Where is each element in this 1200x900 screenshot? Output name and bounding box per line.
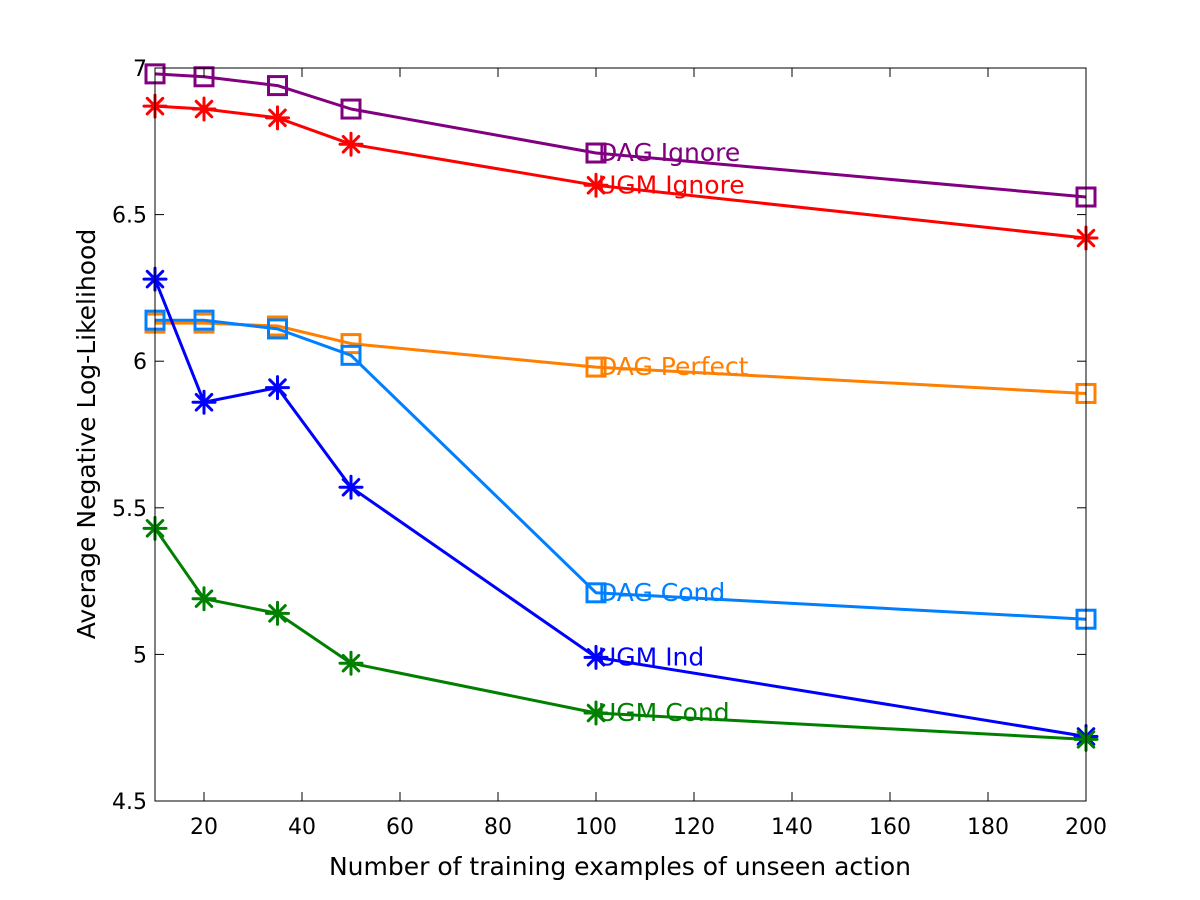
series-dag-cond bbox=[144, 309, 1097, 630]
series-line-ugm-cond bbox=[153, 527, 1087, 741]
data-point-ugm-ignore bbox=[265, 105, 290, 131]
x-tick-label: 20 bbox=[190, 815, 218, 840]
data-point-ugm-ignore bbox=[191, 96, 217, 122]
data-point-dag-ignore bbox=[267, 75, 288, 97]
x-axis-label: Number of training examples of unseen ac… bbox=[329, 852, 911, 881]
data-point-dag-perfect bbox=[585, 356, 607, 378]
series-line-ugm-ind bbox=[153, 278, 1087, 738]
x-tick-label: 140 bbox=[771, 815, 813, 840]
data-point-dag-cond bbox=[267, 318, 288, 340]
data-point-dag-cond bbox=[585, 582, 607, 604]
data-point-ugm-cond bbox=[191, 586, 217, 612]
x-tick-label: 80 bbox=[484, 815, 512, 840]
data-point-ugm-ignore bbox=[338, 131, 364, 157]
x-tick-label: 100 bbox=[575, 815, 617, 840]
data-point-ugm-ind bbox=[265, 375, 290, 401]
x-tick-label: 60 bbox=[386, 815, 414, 840]
x-tick-label: 120 bbox=[673, 815, 715, 840]
y-axis-label: Average Negative Log-Likelihood bbox=[72, 229, 101, 639]
x-tick-label: 40 bbox=[288, 815, 316, 840]
y-axis-ticks: 4.5 5 5.5 6 6.5 7 bbox=[112, 57, 1086, 815]
series-label-dag-perfect: DAG Perfect bbox=[598, 352, 749, 381]
data-point-dag-ignore bbox=[585, 142, 607, 164]
y-tick-label: 5.5 bbox=[112, 497, 147, 522]
series-label-ugm-ind: UGM Ind bbox=[598, 642, 704, 671]
y-tick-label: 7 bbox=[133, 57, 147, 82]
plot-area bbox=[155, 68, 1086, 801]
data-point-dag-cond bbox=[193, 309, 215, 331]
data-point-dag-ignore bbox=[340, 98, 362, 120]
y-tick-label: 5 bbox=[133, 643, 147, 668]
y-tick-label: 6.5 bbox=[112, 204, 147, 229]
x-tick-label: 200 bbox=[1065, 815, 1107, 840]
series-labels: DAG Ignore UGM Ignore DAG Perfect DAG Cond U… bbox=[598, 138, 749, 727]
data-point-ugm-ignore bbox=[583, 172, 609, 198]
series-label-ugm-ignore: UGM Ignore bbox=[598, 170, 745, 199]
plot-frame bbox=[154, 67, 1087, 802]
data-point-ugm-cond bbox=[265, 600, 290, 626]
y-tick-label: 4.5 bbox=[112, 790, 147, 815]
data-point-ugm-cond bbox=[583, 700, 609, 726]
data-point-ugm-cond bbox=[338, 650, 364, 676]
y-tick-label: 6 bbox=[133, 350, 147, 375]
series-ugm-ind bbox=[142, 266, 1099, 749]
x-tick-label: 180 bbox=[967, 815, 1009, 840]
series-label-dag-cond: DAG Cond bbox=[598, 578, 725, 607]
data-point-dag-cond bbox=[340, 344, 362, 366]
data-point-ugm-ind bbox=[191, 389, 217, 415]
x-tick-label: 160 bbox=[869, 815, 911, 840]
data-point-dag-perfect bbox=[340, 333, 362, 355]
series-layer bbox=[142, 63, 1099, 752]
data-point-ugm-ind bbox=[583, 644, 609, 670]
data-point-ugm-ind bbox=[338, 474, 364, 500]
series-label-dag-ignore: DAG Ignore bbox=[598, 138, 740, 167]
x-axis-ticks: 20 40 60 80 100 120 140 160 180 200 bbox=[190, 68, 1107, 840]
series-label-ugm-cond: UGM Cond bbox=[598, 698, 730, 727]
